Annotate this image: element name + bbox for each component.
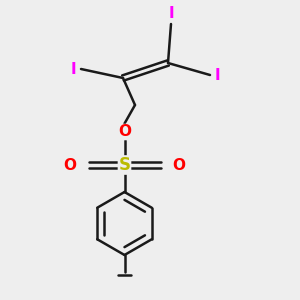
Text: O: O (118, 124, 131, 140)
Text: I: I (168, 6, 174, 21)
Text: O: O (172, 158, 185, 172)
Text: O: O (64, 158, 76, 172)
Text: I: I (71, 61, 76, 76)
Text: S: S (118, 156, 130, 174)
Text: I: I (214, 68, 220, 82)
